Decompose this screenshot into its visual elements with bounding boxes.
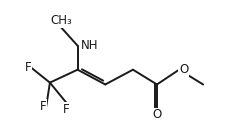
- Text: NH: NH: [81, 39, 98, 52]
- Text: O: O: [152, 109, 161, 121]
- Text: F: F: [63, 103, 70, 116]
- Text: F: F: [39, 100, 46, 113]
- Text: CH₃: CH₃: [50, 14, 72, 27]
- Text: F: F: [25, 61, 31, 74]
- Text: O: O: [178, 63, 188, 76]
